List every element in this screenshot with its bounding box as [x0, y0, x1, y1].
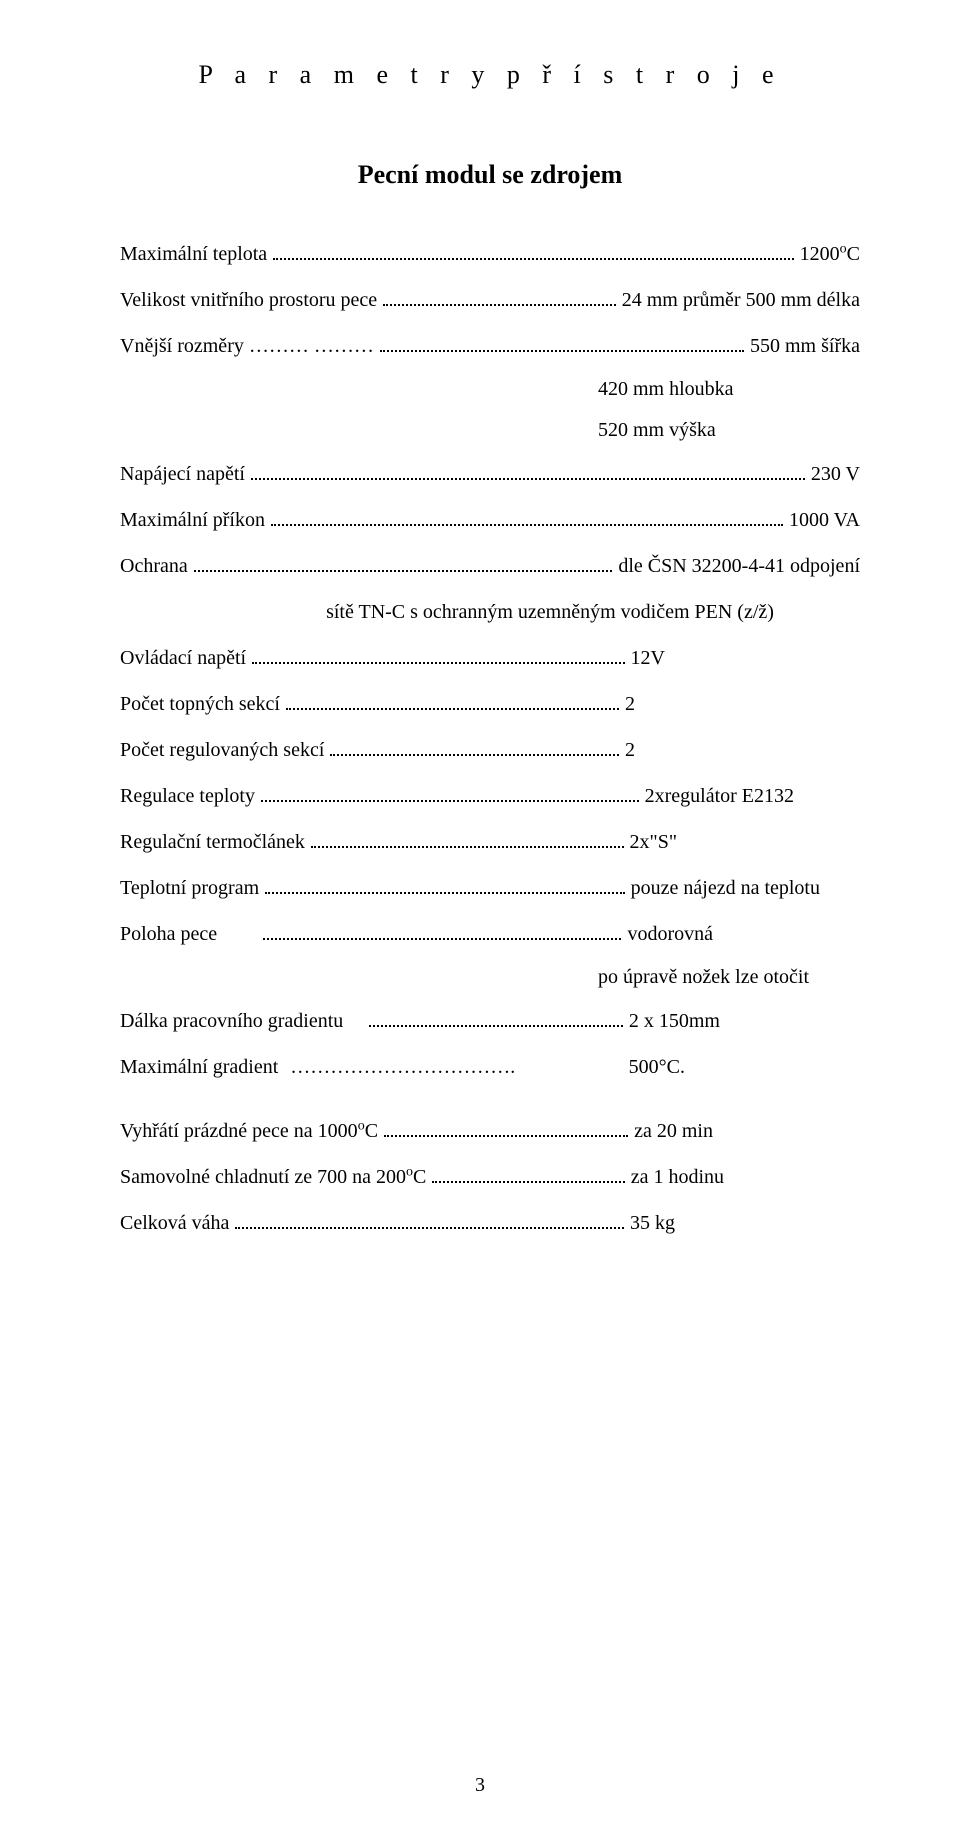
dots-leader	[263, 920, 621, 940]
param-value: 1200oC	[800, 240, 860, 268]
param-row: Dálka pracovního gradientu 2 x 150mm	[120, 1007, 860, 1035]
param-value: 2x"S"	[630, 828, 677, 856]
value-post: C	[847, 243, 860, 265]
param-label: Maximální gradient	[120, 1053, 278, 1081]
dots-leader	[251, 460, 805, 480]
param-value: 2 x 150mm	[629, 1007, 720, 1035]
param-row-cont: po úpravě nožek lze otočit	[120, 966, 860, 989]
param-row: Maximální gradient ……………………………. 500°C.	[120, 1053, 860, 1081]
param-value: 2xregulátor E2132	[645, 782, 794, 810]
param-label: Samovolné chladnutí ze 700 na 200oC	[120, 1163, 426, 1191]
param-label: Maximální teplota	[120, 240, 267, 268]
dots-leader	[261, 782, 639, 802]
param-row: Ochrana dle ČSN 32200-4-41 odpojení	[120, 552, 860, 580]
spacer	[120, 1099, 860, 1117]
param-row-cont: 420 mm hloubka	[120, 378, 860, 401]
value-sup: o	[840, 241, 847, 256]
param-row: Napájecí napětí 230 V	[120, 460, 860, 488]
param-label: Teplotní program	[120, 874, 259, 902]
param-row: Regulační termočlánek 2x"S"	[120, 828, 860, 856]
param-value: pouze nájezd na teplotu	[631, 874, 820, 902]
param-label: Velikost vnitřního prostoru pece	[120, 286, 377, 314]
dots-leader	[369, 1007, 623, 1027]
param-row: Velikost vnitřního prostoru pece 24 mm p…	[120, 286, 860, 314]
param-value: dle ČSN 32200-4-41 odpojení	[618, 552, 860, 580]
label-sup: o	[406, 1164, 413, 1179]
param-row: Regulace teploty 2xregulátor E2132	[120, 782, 860, 810]
page-number: 3	[0, 1774, 960, 1797]
param-value: 1000 VA	[789, 506, 860, 534]
param-label: Počet regulovaných sekcí	[120, 736, 324, 764]
param-value: za 1 hodinu	[631, 1163, 724, 1191]
param-row: Poloha pece vodorovná	[120, 920, 860, 948]
label-post: C	[413, 1166, 426, 1188]
param-value: 520 mm výška	[598, 419, 716, 442]
param-label: Celková váha	[120, 1209, 229, 1237]
param-row: Vnější rozměry ……… ……… 550 mm šířka	[120, 332, 860, 360]
param-row: Celková váha 35 kg	[120, 1209, 860, 1237]
label-post: C	[365, 1120, 378, 1142]
param-row: Počet topných sekcí 2	[120, 690, 860, 718]
param-label: Vyhřátí prázdné pece na 1000oC	[120, 1117, 378, 1145]
param-label: Poloha pece	[120, 920, 217, 948]
param-value: 2	[625, 736, 635, 764]
param-value: 2	[625, 690, 635, 718]
param-row: Maximální příkon 1000 VA	[120, 506, 860, 534]
dots-leader	[384, 1117, 628, 1137]
param-row: Teplotní program pouze nájezd na teplotu	[120, 874, 860, 902]
param-row: Ovládací napětí 12V	[120, 644, 860, 672]
dots-leader	[273, 240, 793, 260]
param-value: po úpravě nožek lze otočit	[598, 966, 809, 989]
param-label: Ochrana	[120, 552, 188, 580]
dots-leader	[271, 506, 783, 526]
param-row-cont: 520 mm výška	[120, 419, 860, 442]
param-row: Samovolné chladnutí ze 700 na 200oC za 1…	[120, 1163, 860, 1191]
param-label: Regulační termočlánek	[120, 828, 305, 856]
dots-leader	[330, 736, 619, 756]
param-value: vodorovná	[627, 920, 713, 948]
label-pre: Vyhřátí prázdné pece na 1000	[120, 1120, 358, 1142]
page: P a r a m e t r y p ř í s t r o j e Pecn…	[0, 0, 960, 1837]
param-row: Počet regulovaných sekcí 2	[120, 736, 860, 764]
dots-literal: …………………………….	[290, 1053, 515, 1081]
dots-leader	[383, 286, 616, 306]
param-label: Počet topných sekcí	[120, 690, 280, 718]
dots-leader	[311, 828, 624, 848]
dots-leader	[235, 1209, 624, 1229]
param-value: 550 mm šířka	[750, 332, 860, 360]
param-label: Regulace teploty	[120, 782, 255, 810]
label-sup: o	[358, 1118, 365, 1133]
param-row: Vyhřátí prázdné pece na 1000oC za 20 min	[120, 1117, 860, 1145]
param-value: 24 mm průměr 500 mm délka	[622, 286, 860, 314]
param-value: sítě TN-C s ochranným uzemněným vodičem …	[326, 598, 774, 626]
param-value: 35 kg	[630, 1209, 675, 1237]
dots-leader	[252, 644, 624, 664]
param-value: 500°C.	[629, 1053, 685, 1081]
page-subtitle: Pecní modul se zdrojem	[120, 160, 860, 190]
dots-leader	[432, 1163, 624, 1183]
param-value: za 20 min	[634, 1117, 713, 1145]
dots-leader	[194, 552, 613, 572]
param-value: 420 mm hloubka	[598, 378, 734, 401]
value-pre: 1200	[800, 243, 840, 265]
param-label: Vnější rozměry ……… ………	[120, 332, 374, 360]
dots-leader	[380, 332, 744, 352]
param-label: Napájecí napětí	[120, 460, 245, 488]
param-value: 12V	[631, 644, 665, 672]
param-row: Maximální teplota 1200oC	[120, 240, 860, 268]
param-label: Maximální příkon	[120, 506, 265, 534]
page-title: P a r a m e t r y p ř í s t r o j e	[120, 60, 860, 90]
param-label: Ovládací napětí	[120, 644, 246, 672]
param-row-cont: sítě TN-C s ochranným uzemněným vodičem …	[120, 598, 860, 626]
dots-leader	[265, 874, 625, 894]
param-value: 230 V	[811, 460, 860, 488]
param-label: Dálka pracovního gradientu	[120, 1007, 343, 1035]
dots-leader	[286, 690, 619, 710]
label-pre: Samovolné chladnutí ze 700 na 200	[120, 1166, 406, 1188]
